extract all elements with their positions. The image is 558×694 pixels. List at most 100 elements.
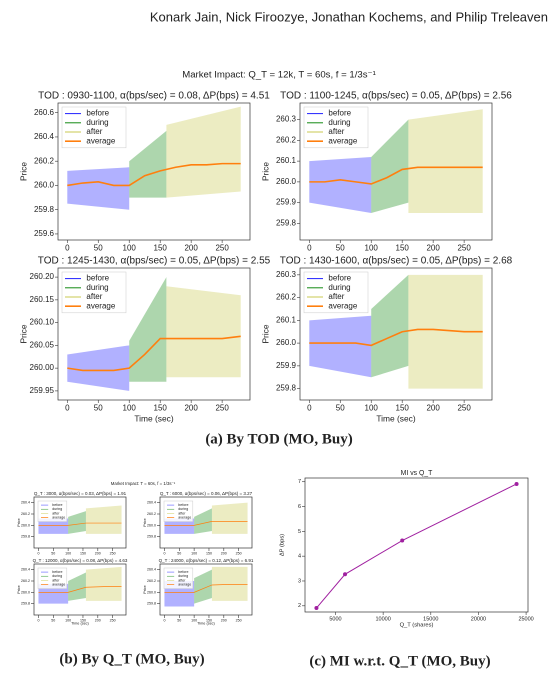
legend-box [163,500,194,522]
y-tick-label: 260.20 [30,272,55,281]
legend-label: during [52,574,62,578]
x-tick-label: 200 [221,551,227,555]
x-tick-label: 50 [336,404,345,413]
plot-frame [57,267,251,401]
x-tick-label: 200 [426,244,440,253]
y-tick-label: 259.8 [147,535,156,539]
y-tick-label: 260.3 [276,270,297,279]
price-band [67,345,130,391]
x-tick-label: 50 [51,618,55,622]
y-axis-label: Price [261,162,271,181]
average-line [38,586,122,593]
y-tick-label: 259.95 [30,386,55,395]
y-tick-label: 2 [298,603,301,609]
legend-label: average [52,582,65,586]
y-axis-label: Price [19,324,29,343]
legend-label: average [328,136,357,145]
legend-box [37,567,68,589]
y-tick-label: 260.2 [147,579,156,583]
plot-frame [299,102,493,241]
price-band [164,518,195,534]
legend-label: before [178,503,188,507]
panel-title: Q_T : 3000, α(bps/sec) = 0.03, ΔP(bps) =… [34,491,127,496]
x-axis-label: Q_T (shares) [400,623,434,629]
x-tick-label: 200 [95,551,101,555]
legend-label: during [328,118,350,127]
legend-box [163,567,194,589]
legend-label: average [178,582,191,586]
legend-label: average [86,136,115,145]
y-tick-label: 260.4 [147,568,156,572]
price-band [194,508,212,534]
panel-title: Q_T : 12000, α(bps/sec) = 0.08, ΔP(bps) … [33,558,128,563]
y-tick-label: 4 [298,554,301,560]
y-tick-label: 260.2 [276,293,297,302]
x-tick-label: 150 [154,244,168,253]
mi-point [400,538,405,543]
x-tick-label: 200 [426,404,440,413]
legend-label: during [86,283,108,292]
average-line [67,162,241,187]
plot-frame [33,496,127,549]
y-tick-label: 259.9 [276,198,297,207]
y-tick-label: 260.10 [30,318,55,327]
panel-title: TOD : 1100-1245, α(bps/sec) = 0.05, ΔP(b… [280,90,512,101]
x-tick-label: 150 [206,551,212,555]
y-tick-label: 260.1 [276,315,297,324]
x-tick-label: 250 [236,618,242,622]
average-line [309,166,483,185]
price-band [211,566,248,601]
x-tick-label: 100 [65,618,71,622]
x-tick-label: 150 [396,244,410,253]
legend-label: after [86,292,102,301]
x-tick-label: 250 [215,244,229,253]
plot-frame [57,102,251,241]
x-axis-label: Time (sec) [197,622,215,626]
x-tick-label: 0 [307,404,312,413]
legend-label: after [52,578,60,582]
price-band [67,167,130,210]
panel-title: Q_T : 24000, α(bps/sec) = 0.12, ΔP(bps) … [159,558,254,563]
x-tick-label: 200 [184,404,198,413]
y-tick-label: 260.2 [21,579,30,583]
x-tick-label: 100 [365,404,379,413]
price-band [68,511,86,534]
y-tick-label: 3 [298,578,301,584]
y-tick-label: 260.0 [21,523,30,527]
y-tick-label: 260.0 [276,338,297,347]
y-tick-label: 259.8 [276,384,297,393]
x-tick-label: 250 [110,551,116,555]
price-band [129,277,167,382]
y-tick-label: 7 [298,479,301,485]
plot-frame [159,563,253,616]
x-tick-label: 150 [396,404,410,413]
x-tick-label: 200 [221,618,227,622]
legend-label: during [328,283,350,292]
y-tick-label: 6 [298,504,301,510]
y-axis-label: Price [261,324,271,343]
x-tick-label: 50 [94,244,103,253]
legend-label: average [86,301,115,310]
x-tick-label: 250 [110,618,116,622]
price-band [309,315,372,378]
x-tick-label: 0 [163,618,165,622]
x-tick-label: 250 [457,244,471,253]
average-line [164,584,248,593]
price-band [408,274,483,389]
price-band [371,274,409,378]
x-tick-label: 0 [37,618,39,622]
x-tick-label: 50 [336,244,345,253]
y-tick-label: 260.0 [34,181,55,190]
x-tick-label: 50 [51,551,55,555]
y-tick-label: 259.8 [21,602,30,606]
legend-label: before [52,570,62,574]
x-tick-label: 150 [80,551,86,555]
x-tick-label: 0 [307,244,312,253]
x-tick-label: 250 [457,404,471,413]
y-tick-label: 260.2 [147,512,156,516]
panel-title: TOD : 1245-1430, α(bps/sec) = 0.05, ΔP(b… [38,255,271,266]
panel-title: Q_T : 6000, α(bps/sec) = 0.06, ΔP(bps) =… [160,491,253,496]
mi-line [316,483,517,609]
x-axis-label: Time (sec) [71,622,89,626]
